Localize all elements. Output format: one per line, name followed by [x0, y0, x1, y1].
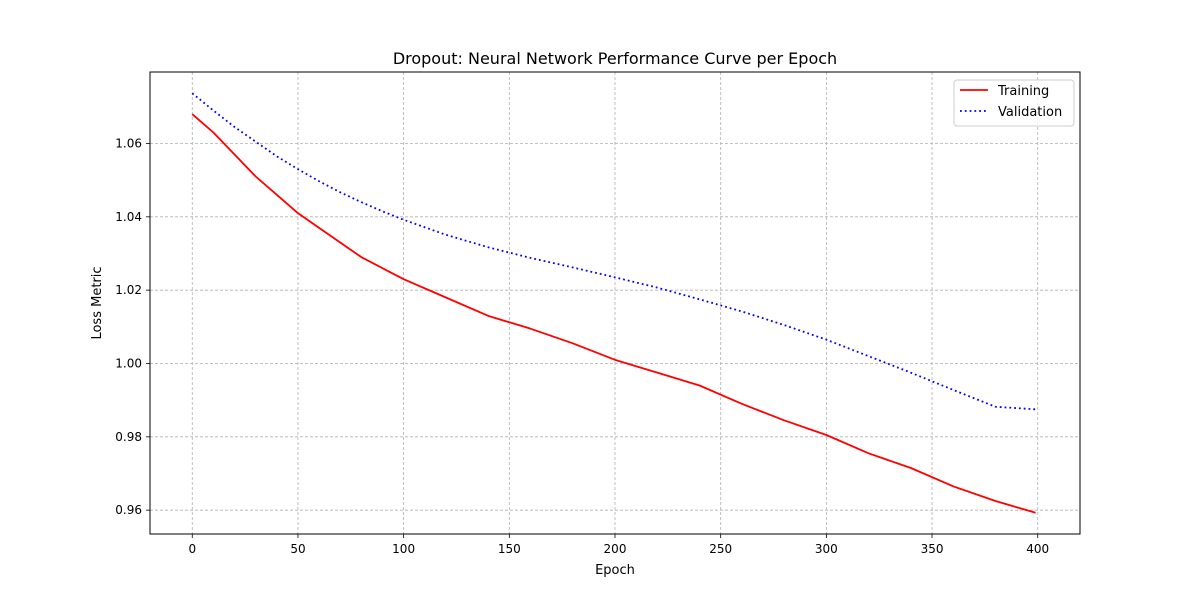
x-tick-label: 200 [604, 542, 627, 556]
x-tick-label: 150 [498, 542, 521, 556]
legend: Training Validation [953, 79, 1075, 127]
series-line-validation [191, 92, 1036, 411]
x-axis-label: Epoch [595, 563, 635, 578]
chart-title: Dropout: Neural Network Performance Curv… [393, 49, 837, 68]
series-layer [191, 92, 1036, 514]
y-tick-label: 1.02 [115, 283, 142, 297]
series-line-training [191, 113, 1036, 514]
x-tick-label: 400 [1026, 542, 1049, 556]
x-tick-label: 350 [921, 542, 944, 556]
x-tick-label: 250 [709, 542, 732, 556]
y-axis-label: Loss Metric [90, 266, 105, 339]
x-tick-label: 0 [188, 542, 196, 556]
legend-label-validation: Validation [998, 105, 1062, 120]
legend-box [953, 79, 1075, 127]
x-tick-label: 300 [815, 542, 838, 556]
x-tick-label: 100 [392, 542, 415, 556]
y-tick-label: 1.00 [115, 357, 142, 371]
legend-label-training: Training [997, 84, 1049, 99]
y-tick-label: 0.98 [115, 430, 142, 444]
y-tick-label: 1.04 [115, 210, 142, 224]
y-tick-label: 1.06 [115, 137, 142, 151]
y-tick-label: 0.96 [115, 503, 142, 517]
grid [150, 72, 1080, 534]
x-tick-label: 50 [290, 542, 305, 556]
ticks: 0 50 100 150 200 250 300 350 400 0.96 0.98 1.00 1.02… [115, 137, 1049, 557]
